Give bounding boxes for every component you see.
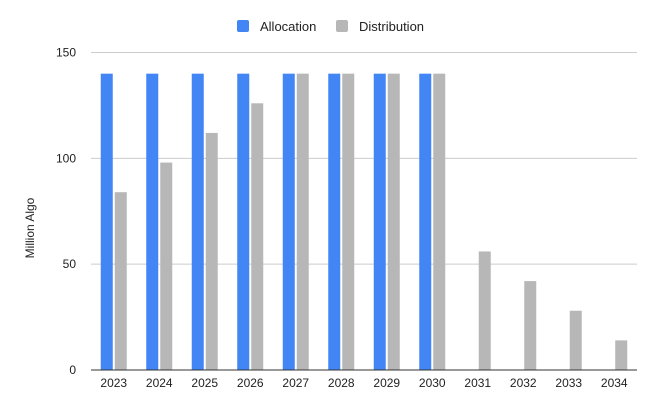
bar-distribution-2026 — [251, 103, 264, 371]
x-tick-label: 2028 — [328, 376, 355, 390]
x-tick-label: 2024 — [146, 376, 173, 390]
y-tick-label: 100 — [56, 151, 76, 165]
x-tick-label: 2025 — [191, 376, 218, 390]
legend-label-allocation: Allocation — [260, 19, 316, 34]
bar-distribution-2033 — [569, 310, 582, 370]
bar-distribution-2031 — [478, 251, 491, 370]
bar-distribution-2029 — [387, 73, 400, 371]
bar-allocation-2030 — [419, 73, 432, 371]
x-tick-label: 2030 — [419, 376, 446, 390]
x-tick-label: 2029 — [373, 376, 400, 390]
x-tick-label: 2034 — [601, 376, 628, 390]
bar-distribution-2025 — [205, 132, 218, 370]
bar-distribution-2030 — [433, 73, 446, 371]
bar-distribution-2028 — [342, 73, 355, 371]
bar-allocation-2027 — [282, 73, 295, 371]
bars — [100, 73, 628, 371]
bar-allocation-2028 — [328, 73, 341, 371]
bar-distribution-2024 — [160, 162, 173, 370]
y-tick-label: 0 — [69, 363, 76, 377]
x-tick-label: 2032 — [510, 376, 537, 390]
y-axis-title: Million Algo — [23, 197, 37, 258]
x-tick-label: 2023 — [100, 376, 127, 390]
y-tick-label: 150 — [56, 46, 76, 60]
legend-swatch-allocation — [237, 20, 249, 32]
bar-allocation-2029 — [373, 73, 386, 371]
x-tick-label: 2033 — [555, 376, 582, 390]
x-axis-ticks: 2023 2024 2025 2026 2027 2028 2029 2030 2031 2032… — [100, 376, 628, 390]
bar-allocation-2023 — [100, 73, 113, 371]
bar-allocation-2024 — [146, 73, 159, 371]
y-tick-label: 50 — [63, 257, 77, 271]
bar-distribution-2023 — [114, 192, 127, 370]
bar-distribution-2034 — [615, 340, 628, 370]
x-tick-label: 2031 — [464, 376, 491, 390]
gridlines — [91, 52, 637, 265]
bar-distribution-2027 — [296, 73, 309, 371]
x-tick-label: 2026 — [237, 376, 264, 390]
legend-label-distribution: Distribution — [359, 19, 424, 34]
bar-allocation-2026 — [237, 73, 250, 371]
legend-swatch-distribution — [336, 20, 348, 32]
x-tick-label: 2027 — [282, 376, 309, 390]
y-axis-ticks: 0 50 100 150 — [56, 46, 76, 378]
bar-distribution-2032 — [524, 281, 537, 370]
legend: Allocation Distribution — [237, 19, 424, 34]
bar-allocation-2025 — [191, 73, 204, 371]
